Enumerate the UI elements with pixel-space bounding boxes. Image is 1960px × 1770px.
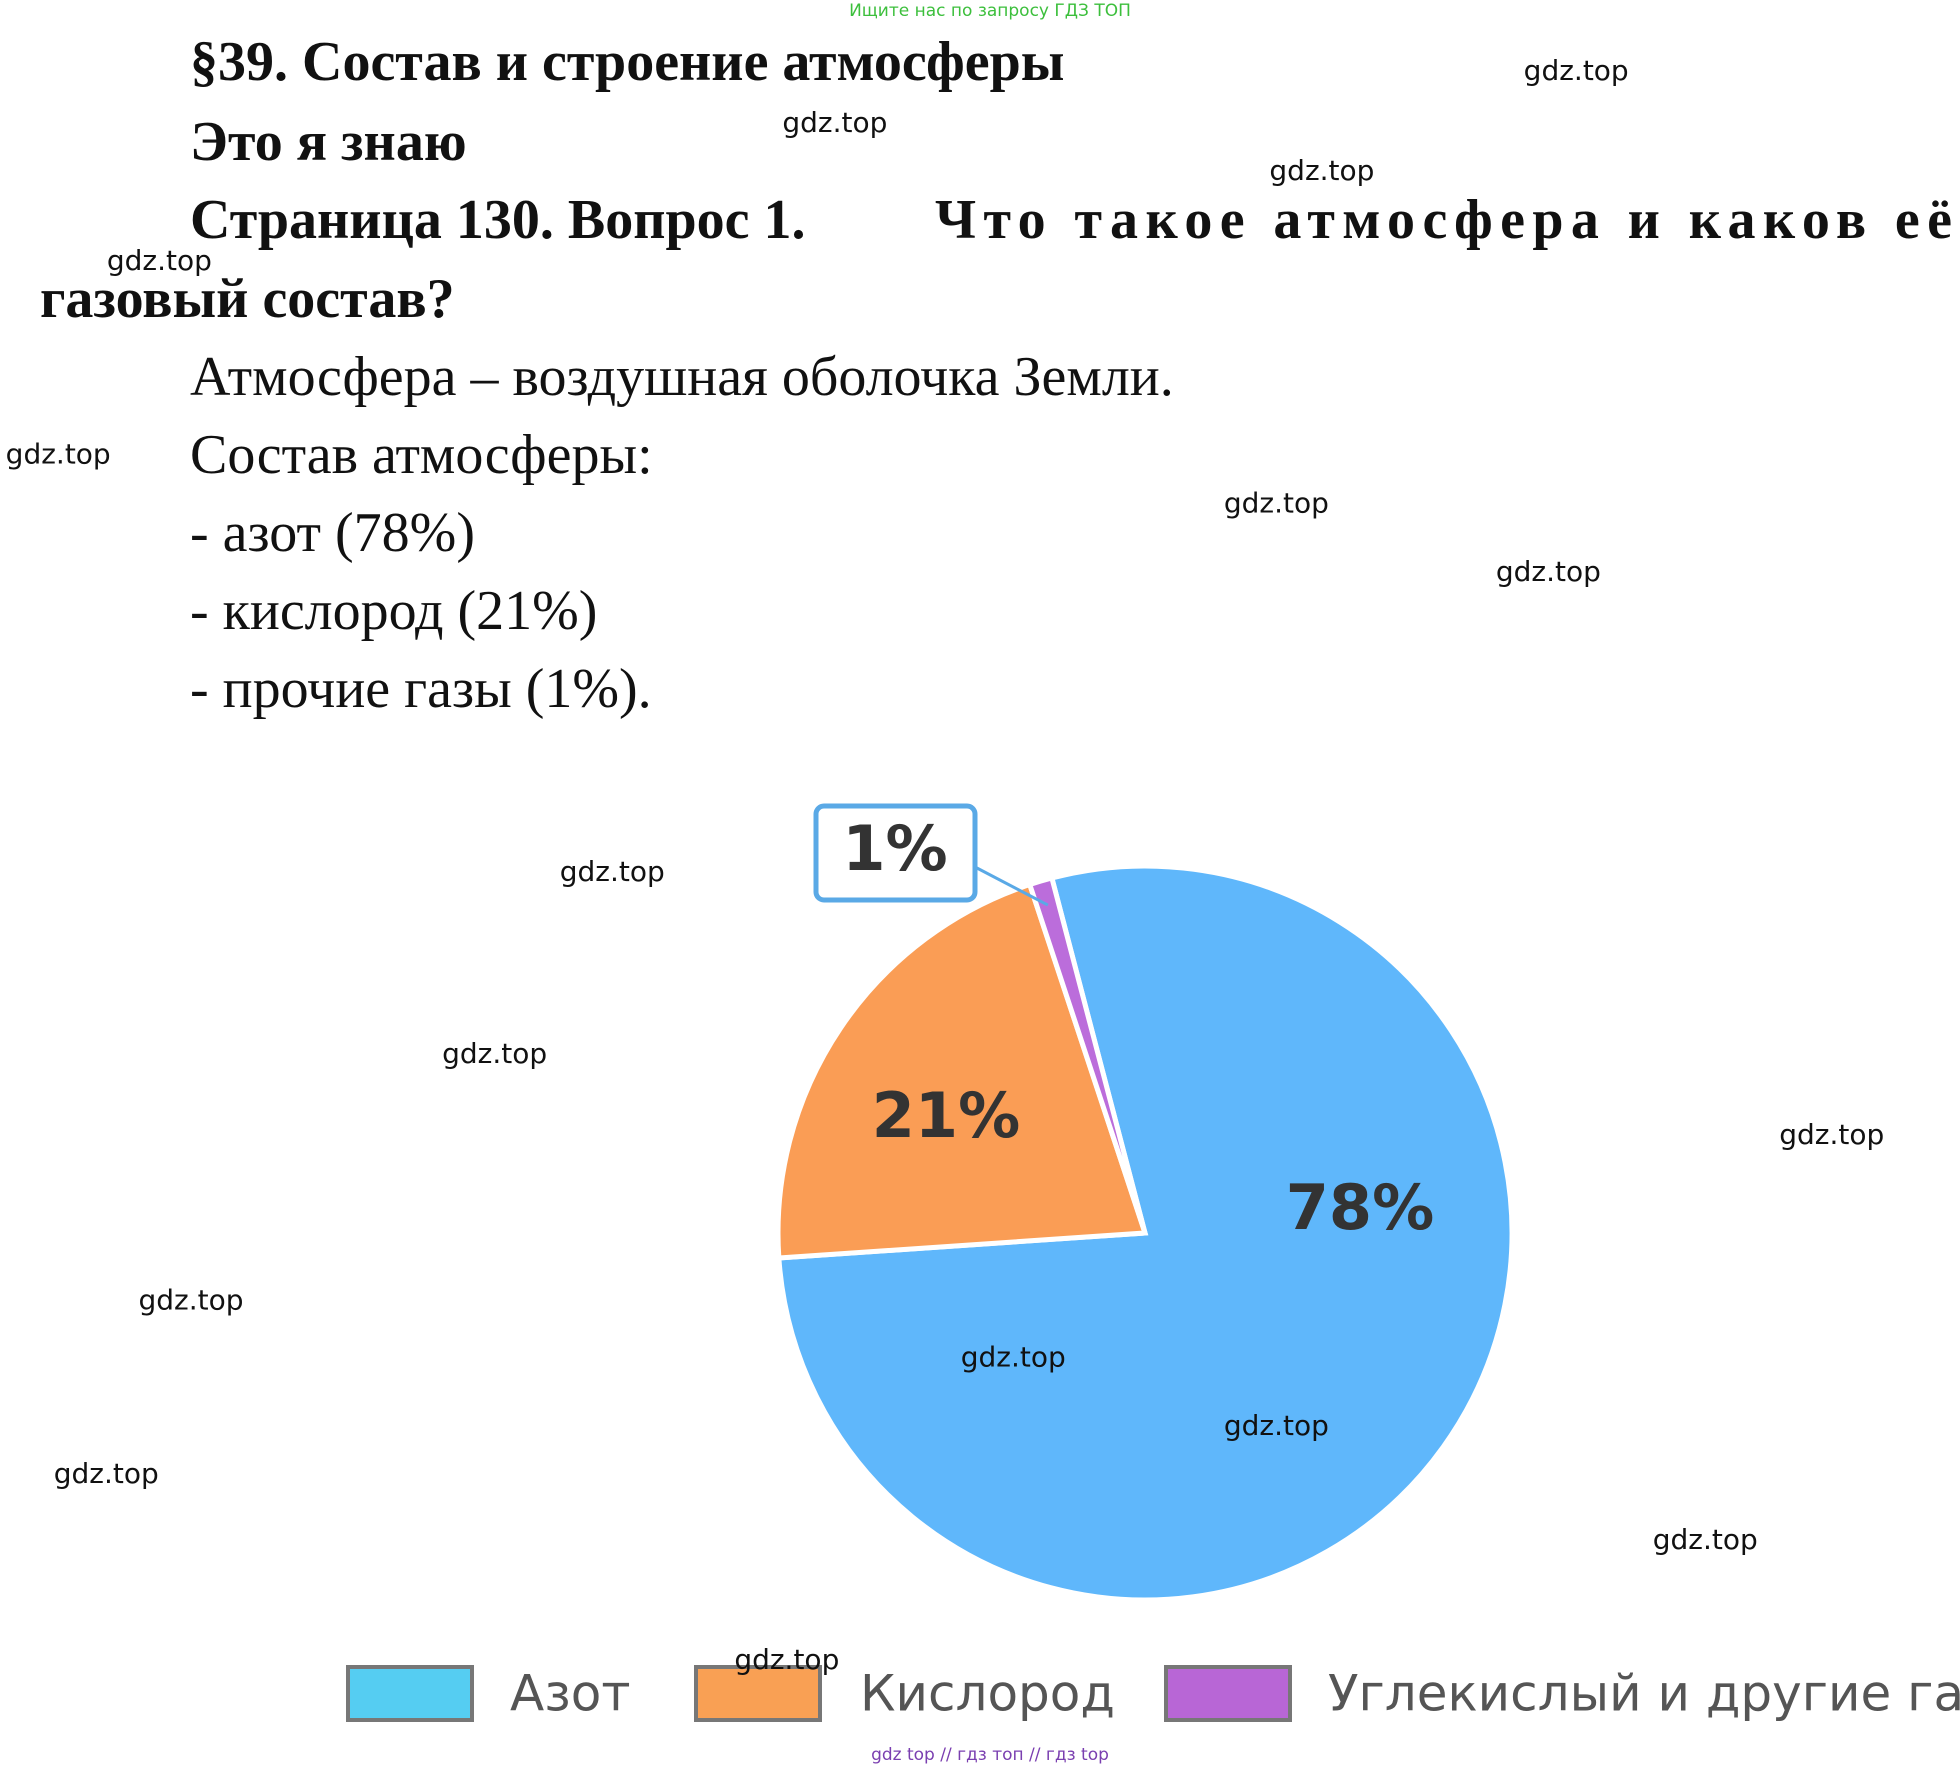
callout-line [974, 865, 1049, 907]
question: Что такое атмосфера и каков её [935, 189, 1952, 251]
watermarks: gdz.top gdz.top gdz.top gdz.top gdz.top gdz.t… [6, 54, 1885, 1676]
label-box [813, 803, 978, 903]
watermark: gdz.top [734, 1643, 839, 1676]
watermark: gdz.top [560, 855, 665, 888]
answer-line: Атмосфера – воздушная оболочка Земли. [190, 346, 1174, 408]
legend: Азот Кислород Углекислый и другие газы [346, 1665, 1960, 1723]
watermark: gdz.top [107, 244, 212, 277]
legend-label: Азот [510, 1665, 631, 1723]
legend-swatch [694, 1665, 822, 1722]
answer-line: Состав атмосферы: [190, 424, 653, 486]
watermark: gdz.top [1224, 487, 1329, 520]
watermark: gdz.top [6, 437, 111, 470]
watermark: gdz.top [782, 106, 887, 139]
watermark: gdz.top [54, 1457, 159, 1490]
watermark: gdz.top [442, 1037, 547, 1070]
top-note: Ищите нас по запросу ГДЗ ТОП [849, 1, 1131, 21]
answer-line: - кислород (21%) [190, 580, 597, 642]
legend-label: Углекислый и другие газы [1328, 1665, 1960, 1723]
title: §39. Состав и строение атмосферы [190, 31, 1064, 93]
data-label: 1% [842, 812, 947, 885]
answer-line: - азот (78%) [190, 502, 475, 564]
question-number: Страница 130. Вопрос 1. [190, 189, 805, 251]
watermark: gdz.top [1653, 1523, 1758, 1556]
watermark: gdz.top [1496, 555, 1601, 588]
pie-slice [775, 881, 1149, 1261]
data-label: 78% [1286, 1171, 1434, 1244]
watermark: gdz.top [961, 1341, 1066, 1374]
subtitle: Это я знаю [190, 111, 467, 173]
watermark: gdz.top [1269, 154, 1374, 187]
watermark: gdz.top [1224, 1409, 1329, 1442]
pie-chart: 78% 21% 1% [775, 803, 1515, 1603]
question: газовый состав? [40, 268, 455, 330]
watermark: gdz.top [1524, 54, 1629, 87]
legend-swatch [346, 1665, 474, 1722]
pie-slice [1026, 874, 1148, 1234]
legend-swatch [1164, 1665, 1292, 1722]
legend-label: Кислород [860, 1665, 1115, 1723]
watermark: gdz.top [138, 1284, 243, 1317]
data-label: 21% [872, 1079, 1020, 1152]
footer: gdz top // гдз топ // гдз top [871, 1745, 1109, 1765]
watermark: gdz.top [1779, 1118, 1884, 1151]
answer-line: - прочие газы (1%). [190, 658, 652, 720]
